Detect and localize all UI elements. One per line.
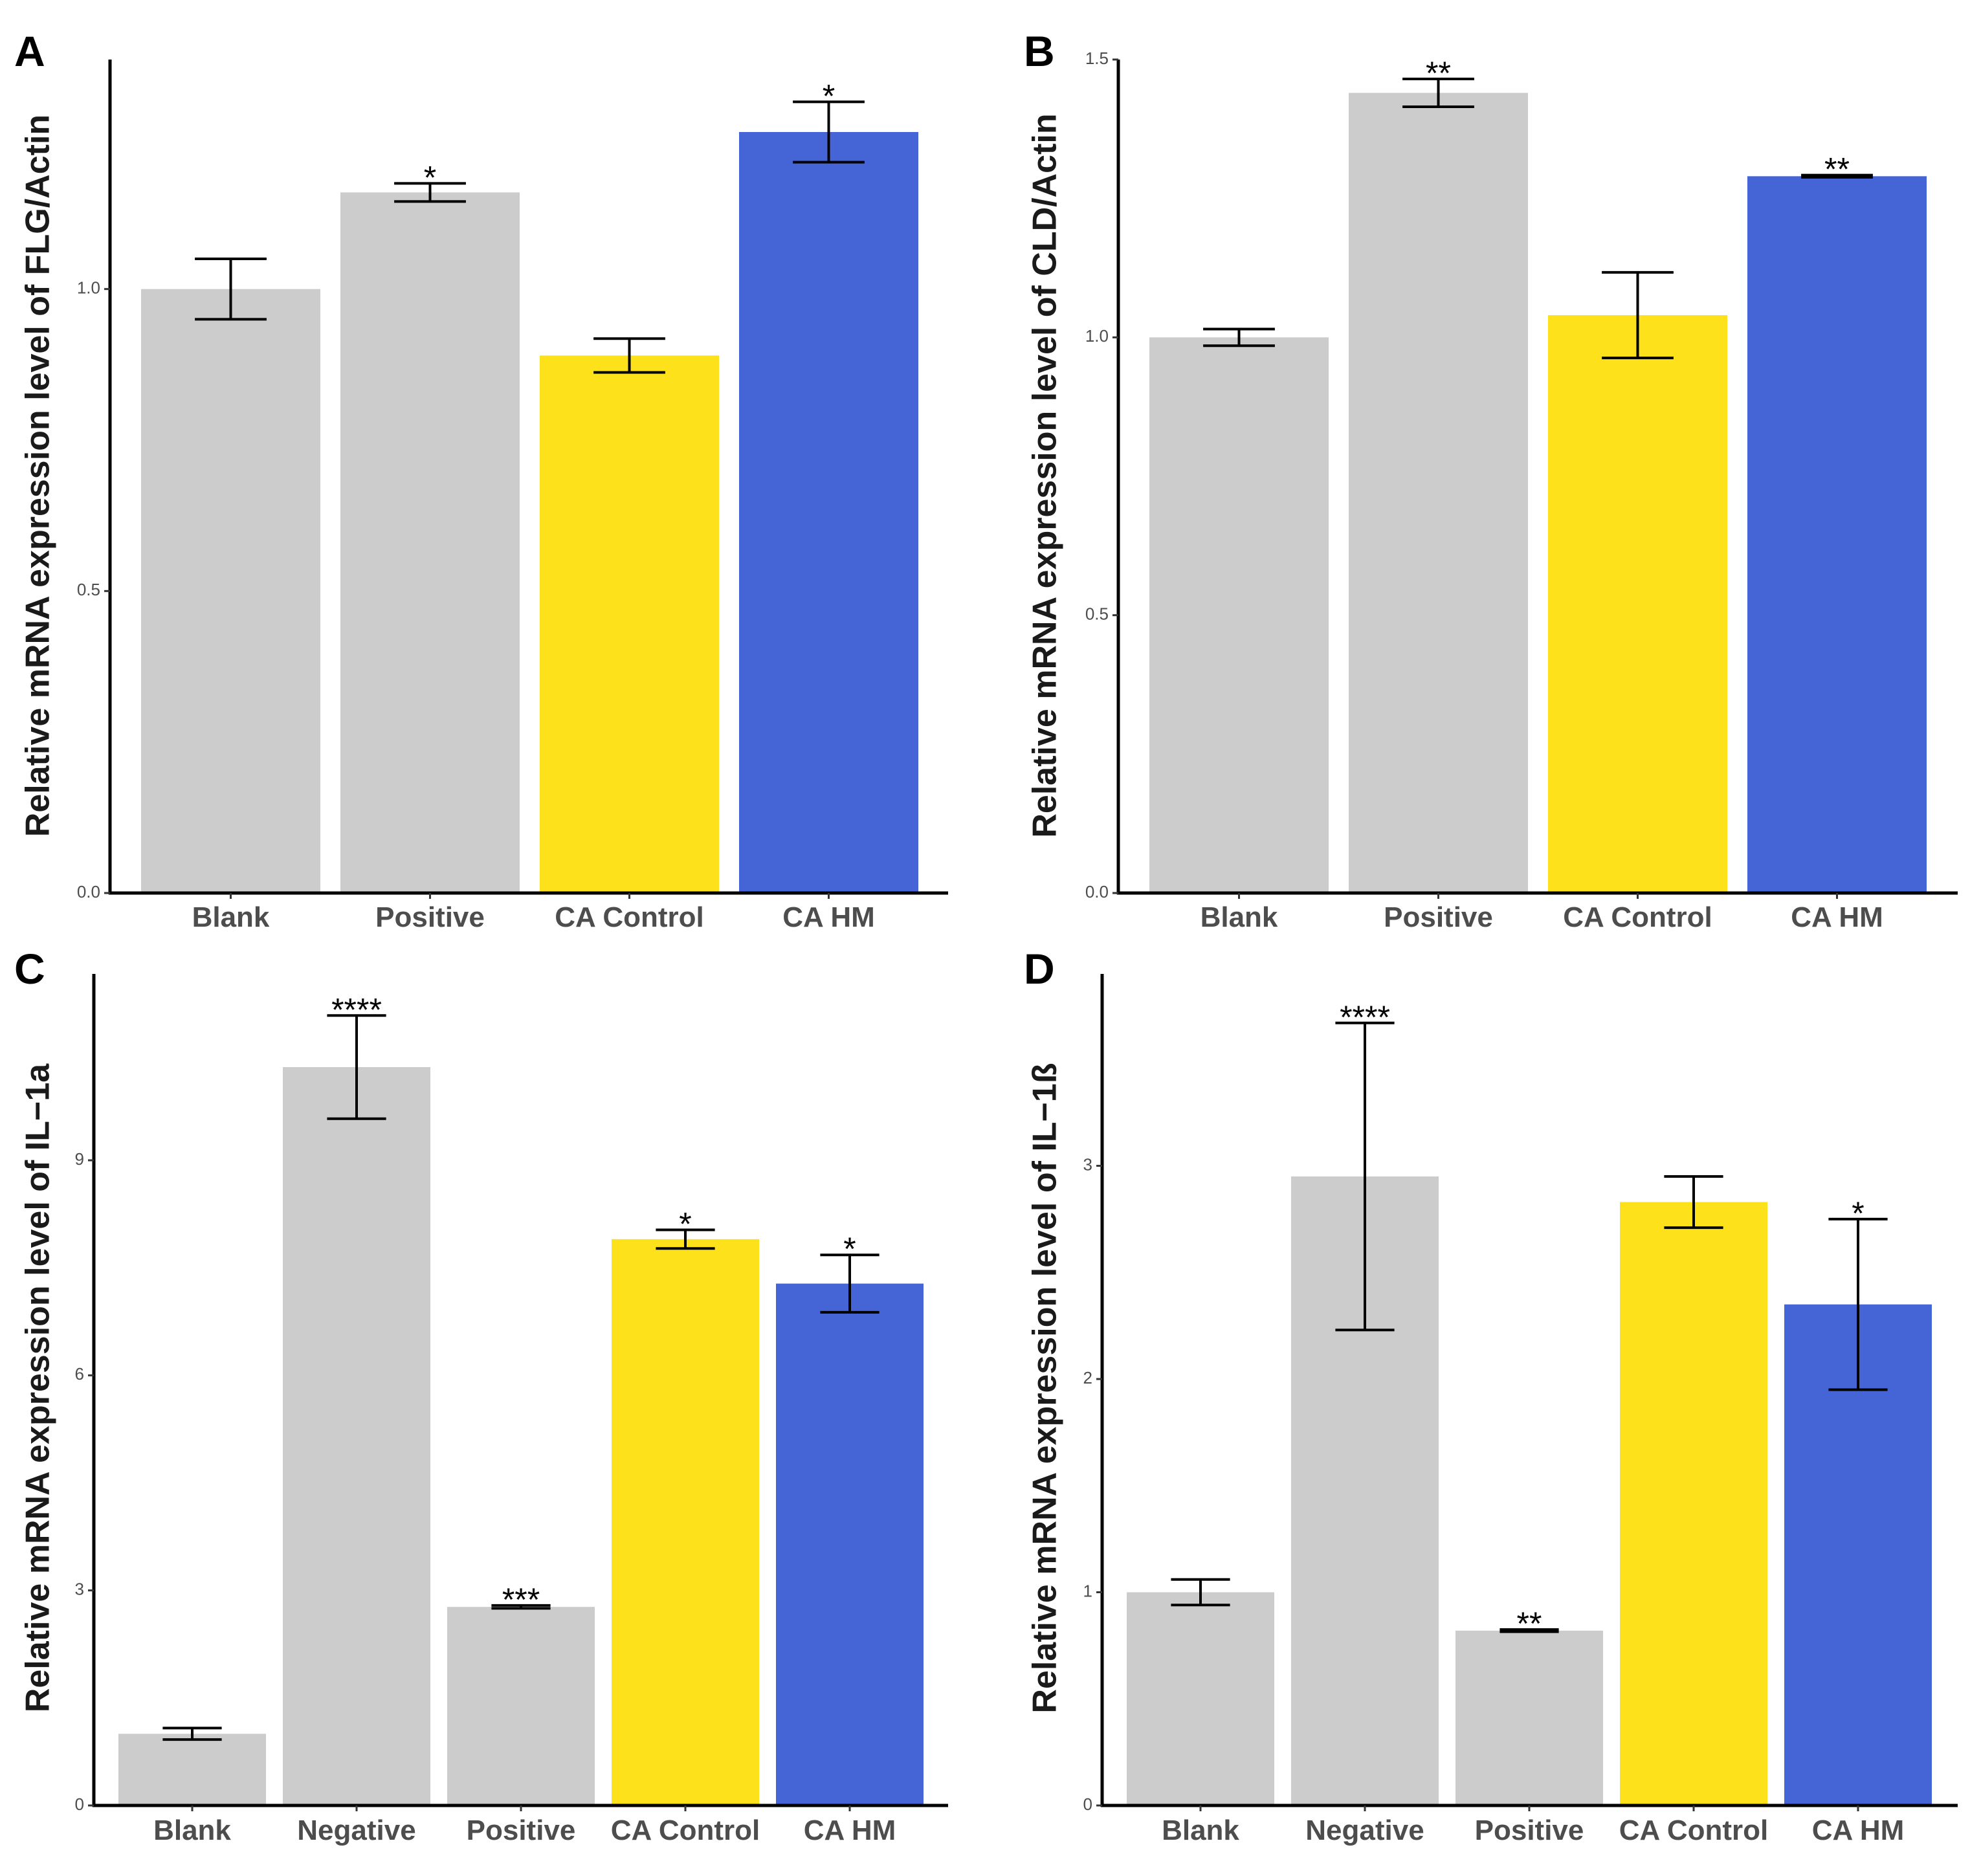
y-axis-label-d: Relative mRNA expression level of IL−1ß [1026,1063,1064,1713]
error-bar-a-2 [394,182,466,203]
bar-a-1 [141,289,320,894]
bar-c-2 [283,1067,430,1805]
x-tick-label-a-4: CA HM [782,901,875,933]
y-tick-label-a-2: 0.5 [77,580,100,599]
bar-a-2 [340,192,520,893]
significance-label-b-2: ** [1426,55,1451,91]
y-axis-label-b: Relative mRNA expression level of CLD/Ac… [1026,113,1064,837]
significance-label-d-5: * [1852,1195,1864,1231]
x-tick-label-b-2: Positive [1384,901,1493,933]
significance-label-b-4: ** [1824,151,1850,188]
error-bar-a-3 [593,337,665,374]
error-bar-c-3 [491,1604,551,1610]
x-tick-label-c-2: Negative [297,1815,415,1846]
significance-label-a-4: * [823,78,835,114]
bar-b-4 [1747,176,1927,893]
bar-c-4 [612,1239,759,1805]
error-bar-d-2 [1335,1021,1395,1332]
error-bar-d-5 [1828,1217,1888,1391]
panel-b: B Relative mRNA expression level of CLD/… [1024,27,1958,933]
y-tick-label-d-4: 3 [1083,1154,1092,1174]
y-tick-label-d-3: 2 [1083,1368,1092,1387]
x-tick-label-d-2: Negative [1305,1815,1424,1846]
bar-c-1 [118,1734,266,1805]
x-tick-label-d-4: CA Control [1619,1815,1769,1846]
x-tick-label-b-1: Blank [1201,901,1278,933]
bar-c-3 [447,1607,595,1805]
bar-b-1 [1149,337,1329,893]
bar-d-1 [1127,1592,1274,1805]
error-bar-b-3 [1602,270,1674,360]
x-tick-label-a-2: Positive [375,901,485,933]
x-tick-label-c-3: Positive [467,1815,576,1846]
error-bar-d-1 [1171,1578,1230,1607]
panel-letter-a: A [14,27,45,75]
y-tick-label-a-3: 1.0 [77,278,100,298]
error-bar-c-2 [327,1014,386,1120]
panel-c: C Relative mRNA expression level of IL−1… [14,945,948,1846]
error-bar-a-4 [793,100,865,164]
significance-label-c-3: *** [502,1582,540,1618]
x-tick-label-a-3: CA Control [555,901,704,933]
significance-label-c-2: **** [331,991,382,1028]
error-bar-d-3 [1500,1628,1559,1633]
error-bar-d-4 [1664,1175,1723,1230]
panel-letter-b: B [1024,27,1055,75]
y-axis-label-a: Relative mRNA expression level of FLG/Ac… [19,115,57,837]
y-tick-label-b-1: 0.0 [1085,882,1109,901]
x-tick-label-c-5: CA HM [804,1815,896,1846]
error-bar-a-1 [195,258,267,321]
y-tick-label-b-3: 1.0 [1085,326,1109,346]
significance-label-c-4: * [679,1206,691,1242]
significance-label-d-2: **** [1340,999,1390,1035]
y-tick-label-a-1: 0.0 [77,882,100,901]
y-tick-label-d-2: 1 [1083,1581,1092,1600]
bar-a-4 [739,132,918,893]
error-bar-b-4 [1801,173,1873,179]
x-tick-label-d-5: CA HM [1812,1815,1905,1846]
bar-d-3 [1455,1630,1603,1805]
x-tick-label-d-3: Positive [1475,1815,1584,1846]
panel-letter-d: D [1024,945,1055,993]
significance-label-a-2: * [424,159,436,195]
x-tick-label-a-1: Blank [192,901,270,933]
y-tick-label-b-4: 1.5 [1085,49,1109,68]
x-tick-label-c-1: Blank [153,1815,231,1846]
y-tick-label-b-2: 0.5 [1085,604,1109,624]
panel-d: D Relative mRNA expression level of IL−1… [1024,945,1958,1846]
y-tick-label-c-3: 6 [75,1364,84,1384]
error-bar-c-4 [656,1228,715,1250]
x-tick-label-d-1: Blank [1162,1815,1239,1846]
panel-a: A Relative mRNA expression level of FLG/… [14,27,948,933]
y-tick-label-d-1: 0 [1083,1794,1092,1814]
y-tick-label-c-2: 3 [75,1580,84,1599]
bar-d-4 [1620,1202,1767,1805]
error-bar-b-1 [1203,327,1275,348]
significance-label-c-5: * [843,1231,856,1267]
significance-label-d-3: ** [1517,1606,1542,1642]
x-tick-label-b-3: CA Control [1563,901,1712,933]
error-bar-c-1 [162,1727,222,1741]
bar-c-5 [776,1283,924,1805]
bar-b-3 [1548,315,1727,893]
y-tick-label-c-1: 0 [75,1794,84,1814]
y-axis-label-c: Relative mRNA expression level of IL−1a [19,1063,57,1712]
y-tick-label-c-4: 9 [75,1149,84,1169]
panel-letter-c: C [14,945,45,993]
error-bar-c-5 [820,1253,880,1314]
error-bar-b-2 [1402,78,1474,108]
x-tick-label-c-4: CA Control [611,1815,760,1846]
x-tick-label-b-4: CA HM [1791,901,1883,933]
bar-a-3 [540,355,719,893]
bar-b-2 [1349,93,1528,893]
